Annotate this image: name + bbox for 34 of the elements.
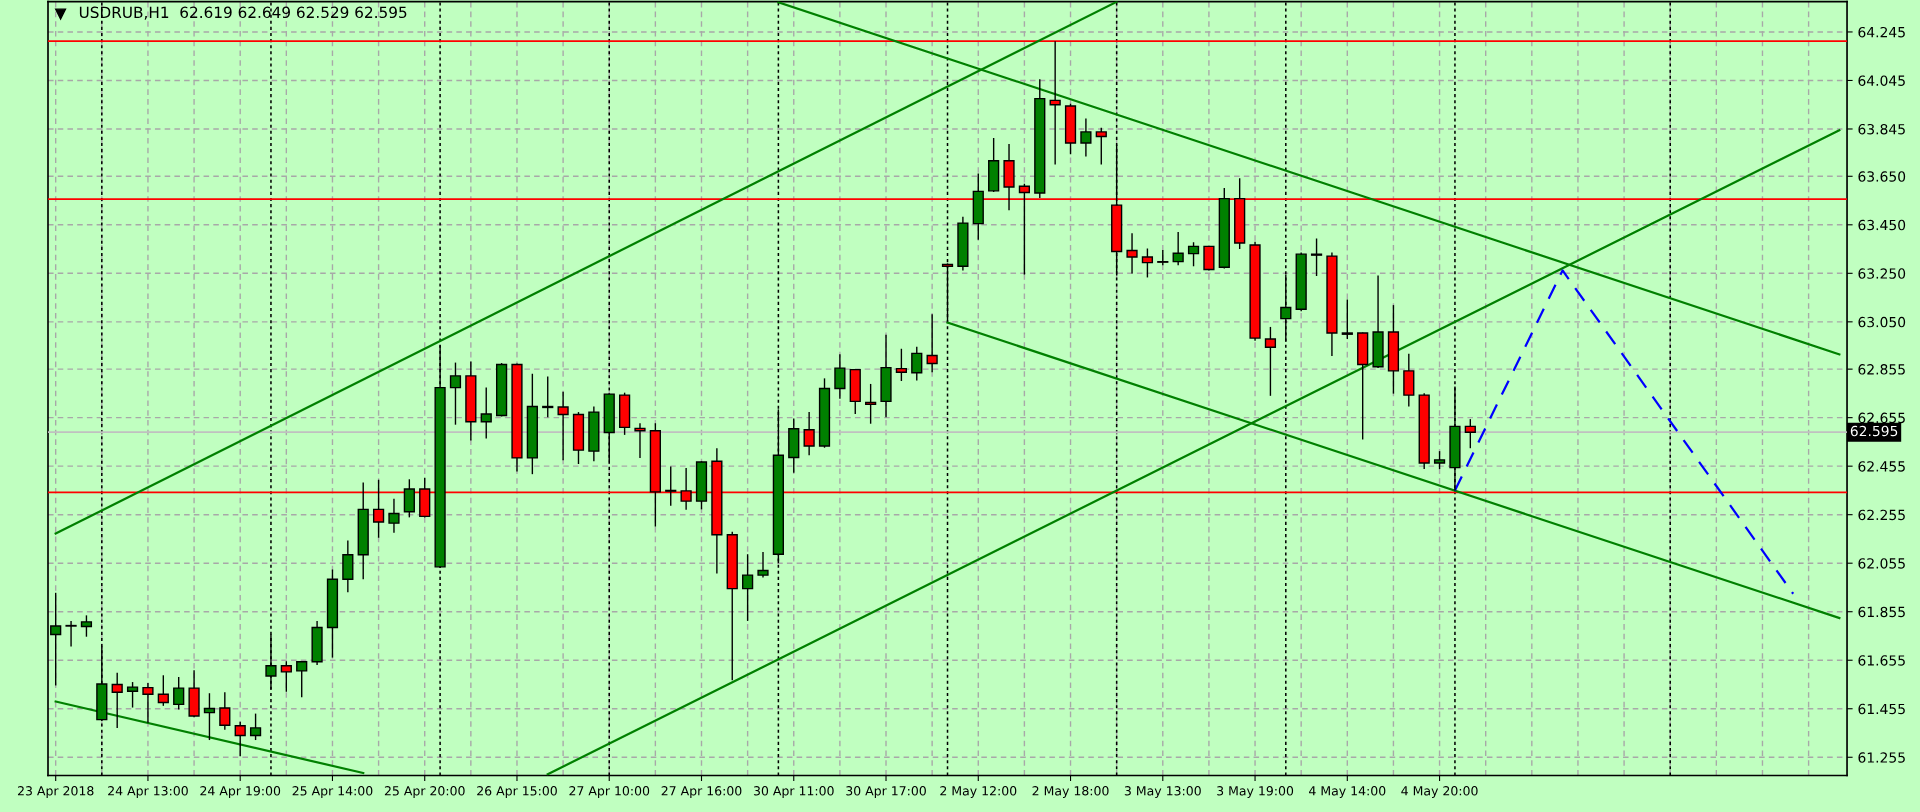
- x-tick-label: 25 Apr 20:00: [384, 786, 465, 798]
- x-tick-label: 24 Apr 13:00: [108, 786, 188, 798]
- y-tick-label: 63.450: [1858, 219, 1906, 231]
- y-tick-label: 63.250: [1858, 268, 1906, 279]
- x-tick-label: 4 May 20:00: [1401, 786, 1478, 798]
- x-tick-label: 2 May 18:00: [1032, 786, 1109, 798]
- ref-line-label: 62.595: [1850, 425, 1898, 437]
- y-tick-label: 62.055: [1858, 558, 1905, 569]
- x-tick-label: 3 May 13:00: [1124, 786, 1201, 798]
- y-tick-label: 61.655: [1858, 655, 1905, 666]
- x-tick-label: 24 Apr 19:00: [200, 786, 281, 798]
- x-tick-label: 30 Apr 17:00: [846, 786, 926, 798]
- x-tick-label: 25 Apr 14:00: [292, 786, 373, 798]
- x-tick-label: 27 Apr 10:00: [569, 786, 650, 798]
- x-tick-label: 30 Apr 11:00: [753, 786, 834, 798]
- y-tick-label: 62.655: [1858, 412, 1905, 424]
- x-tick-label: 27 Apr 16:00: [661, 786, 742, 798]
- chart-title: USDRUB,H1 62.619 62.649 62.529 62.595: [79, 6, 407, 20]
- x-tick-label: 23 Apr 2018: [17, 786, 94, 798]
- y-tick-label: 61.255: [1858, 752, 1905, 763]
- y-tick-label: 61.855: [1858, 606, 1905, 618]
- y-tick-label: 64.045: [1858, 75, 1905, 86]
- y-tick-label: 63.650: [1858, 171, 1906, 182]
- x-tick-label: 26 Apr 15:00: [477, 786, 557, 798]
- x-tick-label: 4 May 14:00: [1309, 786, 1386, 798]
- y-tick-label: 63.845: [1858, 123, 1905, 135]
- y-tick-label: 63.050: [1858, 316, 1906, 328]
- y-tick-label: 62.255: [1858, 509, 1905, 521]
- y-tick-label: 62.855: [1858, 364, 1905, 375]
- x-tick-label: 3 May 19:00: [1217, 786, 1294, 798]
- y-tick-label: 61.455: [1858, 703, 1905, 715]
- x-tick-label: 2 May 12:00: [940, 786, 1017, 798]
- y-tick-label: 64.245: [1858, 26, 1905, 38]
- y-tick-label: 62.455: [1858, 461, 1905, 472]
